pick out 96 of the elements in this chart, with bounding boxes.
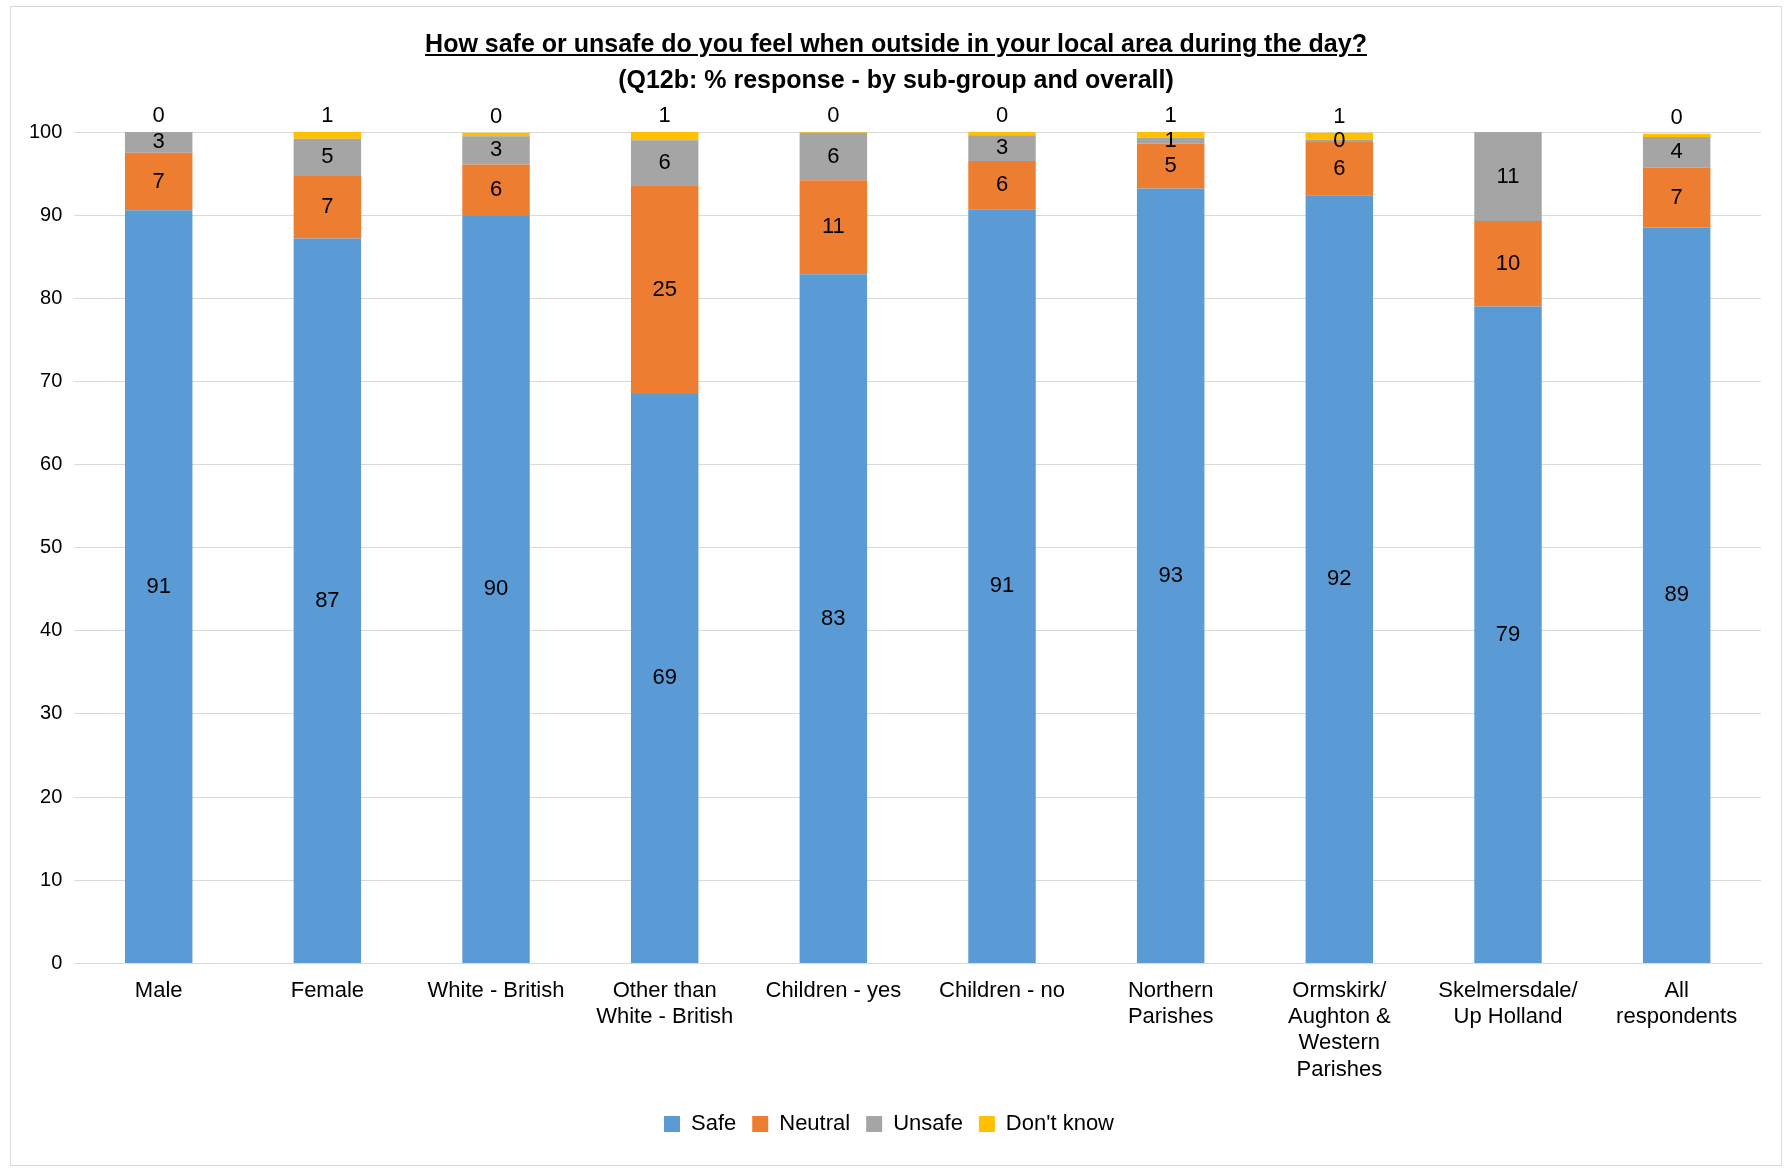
data-label: 0 <box>827 102 840 128</box>
x-tick-label: Children - no <box>939 976 1065 1002</box>
legend-label: Neutral <box>779 1110 851 1136</box>
x-tick-label: White - British <box>427 976 565 1002</box>
y-tick-label: 30 <box>40 701 63 724</box>
data-label: 11 <box>821 213 845 239</box>
bar <box>124 152 193 211</box>
data-label: 93 <box>1158 561 1183 587</box>
data-label: 1 <box>1333 102 1346 128</box>
x-tick-label: Northern Parishes <box>1127 976 1214 1029</box>
data-label: 4 <box>1670 138 1683 164</box>
data-label: 1 <box>658 102 671 128</box>
bar <box>1642 133 1711 137</box>
x-tick-label: All respondents <box>1616 976 1738 1029</box>
data-label: 90 <box>483 575 509 601</box>
bar <box>799 180 868 275</box>
data-label: 1 <box>321 102 334 128</box>
data-label: 1 <box>1164 102 1177 128</box>
bar <box>968 209 1036 963</box>
chart-subtitle: (Q12b: % response - by sub-group and overall) <box>617 64 1175 95</box>
data-label: 6 <box>1333 154 1346 180</box>
y-tick-label: 40 <box>40 618 63 641</box>
bar <box>462 136 530 165</box>
bar <box>1642 227 1711 963</box>
data-label: 11 <box>1496 162 1520 188</box>
data-label: 92 <box>1327 565 1352 591</box>
bar <box>630 140 699 187</box>
bar <box>1474 306 1542 963</box>
data-label: 6 <box>489 176 503 202</box>
data-label: 25 <box>652 276 677 302</box>
y-tick-label: 80 <box>40 285 63 308</box>
bar <box>1642 167 1711 228</box>
bar <box>630 132 699 141</box>
data-label: 89 <box>1664 581 1689 607</box>
data-label: 3 <box>995 134 1009 160</box>
data-label: 7 <box>1670 183 1683 209</box>
bar <box>799 274 868 963</box>
bar <box>293 138 362 177</box>
bar <box>1642 136 1711 168</box>
data-label: 3 <box>152 128 165 154</box>
chart-title: How safe or unsafe do you feel when outside in your local area during the day? <box>424 28 1368 59</box>
bar <box>968 132 1036 136</box>
x-tick-label: Male <box>134 976 183 1002</box>
bar <box>968 135 1036 162</box>
bar <box>799 132 868 181</box>
data-label: 87 <box>315 586 340 612</box>
y-tick-label: 60 <box>40 452 63 475</box>
y-tick-label: 20 <box>40 784 63 807</box>
y-tick-label: 100 <box>28 119 63 142</box>
data-label: 7 <box>321 193 334 219</box>
data-label: 6 <box>658 149 671 175</box>
data-label: 5 <box>321 143 334 169</box>
bar <box>124 132 193 153</box>
data-label: 0 <box>152 102 165 128</box>
y-tick-label: 50 <box>40 535 63 558</box>
legend-label: Don't know <box>1005 1110 1115 1136</box>
bar <box>462 215 530 963</box>
y-tick-label: 10 <box>40 867 63 890</box>
y-tick-label: 90 <box>40 202 63 225</box>
data-label: 69 <box>652 664 677 690</box>
data-label: 10 <box>1495 249 1521 275</box>
bar <box>1305 195 1374 963</box>
bar <box>462 164 530 216</box>
x-tick-label: Other than White - British <box>596 976 734 1029</box>
x-tick-label: Skelmersdale/ Up Holland <box>1438 976 1579 1029</box>
legend-label: Unsafe <box>893 1110 963 1136</box>
data-label: 0 <box>1333 126 1346 152</box>
bar <box>630 393 699 963</box>
data-label: 0 <box>489 102 503 128</box>
bar <box>462 132 530 137</box>
data-label: 83 <box>821 604 846 630</box>
y-tick-label: 0 <box>51 950 63 973</box>
x-tick-label: Ormskirk/ Aughton & Western Parishes <box>1287 976 1392 1081</box>
data-label: 91 <box>146 572 171 598</box>
bar <box>968 161 1036 210</box>
x-tick-label: Female <box>290 976 365 1002</box>
legend-label: Safe <box>690 1110 737 1136</box>
bar <box>124 210 193 963</box>
data-label: 7 <box>152 167 165 193</box>
data-label: 5 <box>1164 152 1177 178</box>
data-label: 79 <box>1495 620 1521 646</box>
y-tick-label: 70 <box>40 368 63 391</box>
x-tick-label: Children - yes <box>765 976 902 1002</box>
data-label: 6 <box>827 142 840 168</box>
bar <box>1136 188 1205 963</box>
bar <box>1474 132 1542 221</box>
data-label: 0 <box>1670 103 1683 129</box>
data-label: 91 <box>989 572 1015 598</box>
data-label: 6 <box>995 171 1009 197</box>
bar <box>293 176 362 239</box>
data-label: 3 <box>489 136 503 162</box>
bar <box>630 186 699 394</box>
data-label: 0 <box>995 102 1009 128</box>
bar <box>1474 220 1542 307</box>
bar <box>293 238 362 963</box>
bar <box>293 132 362 139</box>
